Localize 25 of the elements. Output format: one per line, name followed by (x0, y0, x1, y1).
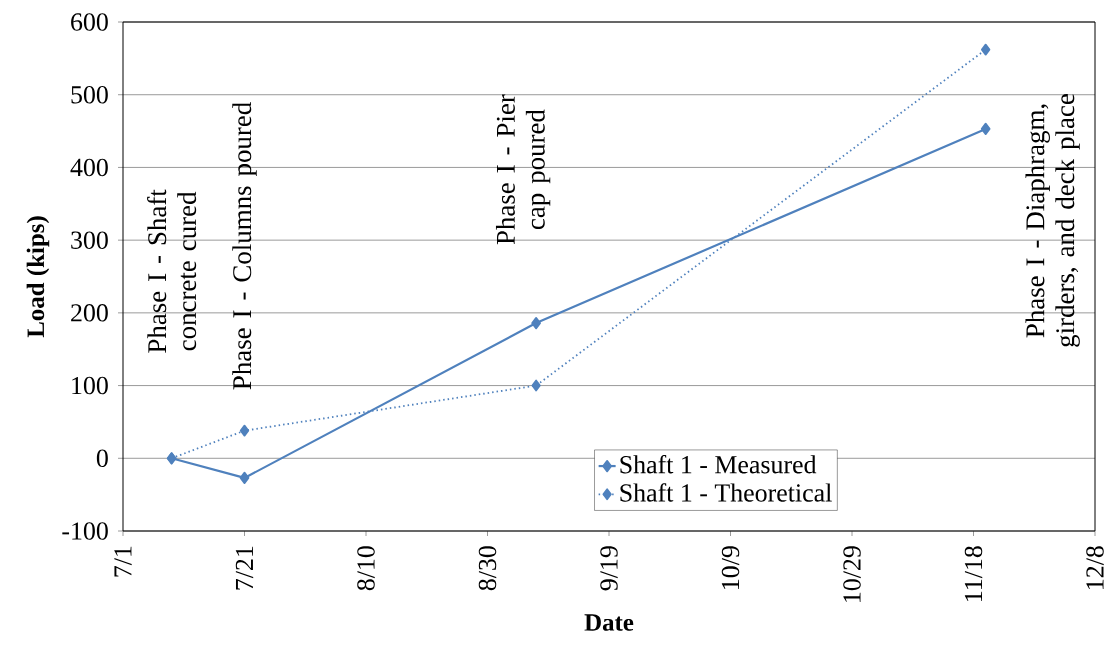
x-tick-label: 12/8 (1086, 546, 1104, 589)
annotation: Phase I - Pier cap poured (495, 94, 551, 245)
y-tick-label: 500 (71, 85, 108, 104)
x-tick-label: 10/29 (843, 546, 861, 602)
annotation: Phase I - Columns poured (232, 102, 257, 390)
x-tick-label: 7/21 (235, 546, 254, 590)
annotation: Phase I - Shaft concrete cured (147, 189, 197, 353)
x-tick-label: 8/30 (478, 546, 497, 591)
y-tick-label: -100 (62, 522, 108, 540)
y-tick-label: 400 (70, 158, 108, 177)
annotation: Phase I - Diaphragm, girders, and deck place (1025, 94, 1080, 347)
x-tick-label: 8/10 (357, 546, 375, 591)
legend-label: Shaft 1 - Theoretical (620, 483, 832, 502)
y-tick-label: 300 (71, 231, 108, 249)
x-tick-label: 11/18 (964, 546, 983, 601)
y-tick-label: 100 (72, 376, 108, 395)
x-tick-label: 10/9 (721, 546, 740, 589)
x-tick-label: 9/19 (600, 546, 618, 591)
x-tick-label: 7/1 (114, 546, 132, 577)
y-tick-label: 200 (71, 304, 108, 322)
legend-label: Shaft 1 - Measured (620, 454, 817, 474)
x-axis-title: Date (584, 614, 634, 631)
y-tick-label: 600 (71, 13, 108, 31)
y-tick-label: 0 (96, 449, 108, 468)
y-axis-title: Load (kips) (26, 216, 50, 338)
